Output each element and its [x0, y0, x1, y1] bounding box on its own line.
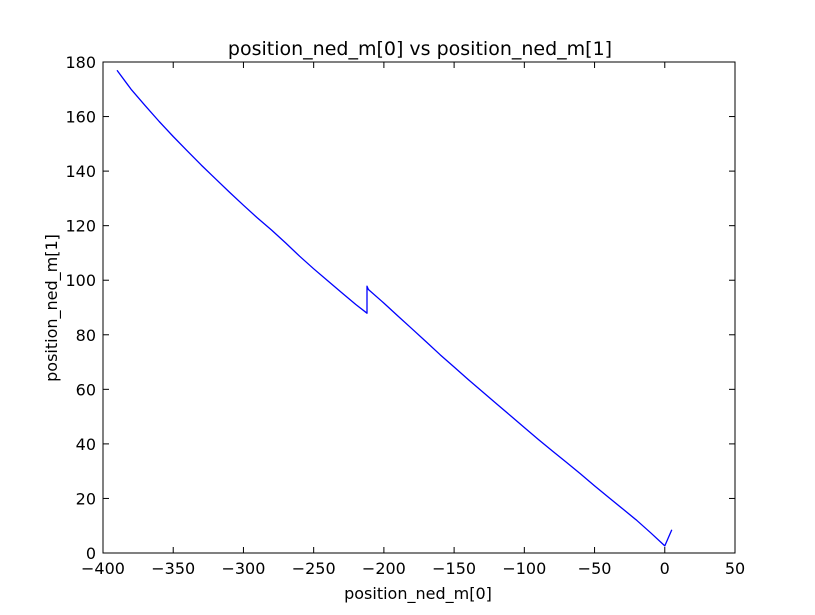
- y-tick-label: 180: [65, 53, 96, 72]
- plot-frame: [102, 61, 736, 554]
- y-tick-label: 60: [76, 380, 96, 399]
- x-tick-label: 50: [725, 559, 745, 578]
- tick-layer: −400 −350 −300 −250 −200 −150 −100 −50 0 50 0 20 40 6…: [65, 53, 745, 578]
- x-tick-label: −50: [578, 559, 612, 578]
- plot-line-layer: [116, 69, 673, 547]
- y-tick-label: 140: [65, 162, 96, 181]
- y-tick-label: 40: [76, 435, 96, 454]
- x-tick-label: −250: [292, 559, 336, 578]
- x-tick-label: −100: [502, 559, 546, 578]
- y-tick-label: 80: [76, 326, 96, 345]
- y-tick-label: 160: [65, 108, 96, 127]
- x-tick-label: −150: [432, 559, 476, 578]
- y-axis-label: position_ned_m[1]: [42, 234, 62, 382]
- series-line-0: [116, 69, 673, 547]
- y-tick-label: 120: [65, 217, 96, 236]
- x-tick-label: −350: [151, 559, 195, 578]
- chart-title: position_ned_m[0] vs position_ned_m[1]: [228, 38, 612, 60]
- x-tick-label: 0: [660, 559, 670, 578]
- x-tick-label: −200: [362, 559, 406, 578]
- y-tick-label: 100: [65, 271, 96, 290]
- y-tick-label: 0: [86, 544, 96, 563]
- y-tick-label: 20: [76, 489, 96, 508]
- x-tick-label: −300: [221, 559, 265, 578]
- x-tick-label: −400: [81, 559, 125, 578]
- x-axis-label: position_ned_m[0]: [344, 584, 492, 604]
